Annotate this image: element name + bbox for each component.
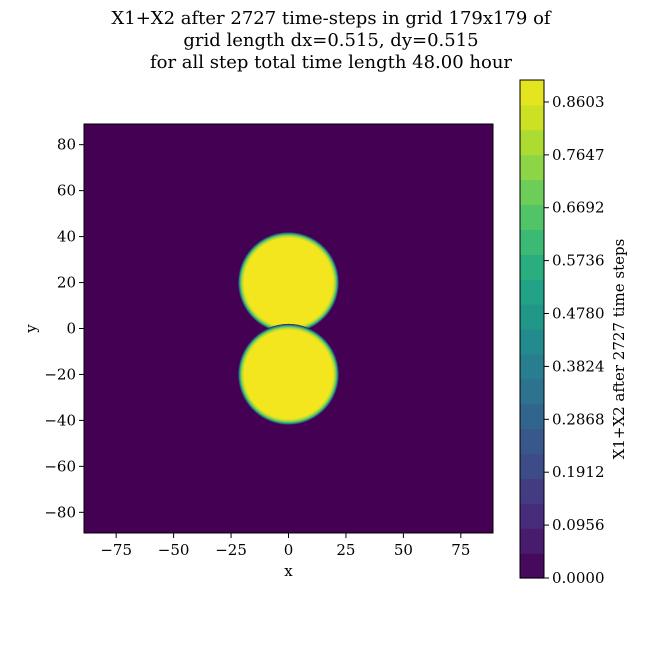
x-tick-label: 75 (451, 541, 470, 559)
colorbar-level (520, 154, 544, 181)
colorbar-tick-label: 0.0956 (552, 516, 605, 534)
y-tick-label: 0 (66, 320, 76, 338)
colorbar-tick-label: 0.1912 (552, 463, 605, 481)
concentration-blob-2 (237, 323, 340, 426)
y-tick-label: 40 (57, 228, 76, 246)
colorbar-level (520, 403, 544, 430)
colorbar-level (520, 553, 544, 579)
y-tick-label: 60 (57, 182, 76, 200)
colorbar-frame (519, 79, 545, 579)
colorbar-level (520, 229, 544, 255)
colorbar-tick-label: 0.8603 (552, 93, 605, 111)
x-axis-label: x (284, 562, 293, 580)
colorbar-level (520, 528, 544, 554)
y-tick-label: 80 (57, 136, 76, 154)
colorbar-tick-label: 0.3824 (552, 357, 605, 375)
y-tick-label: −20 (44, 365, 76, 383)
colorbar-level (520, 129, 544, 156)
chart-title: X1+X2 after 2727 time-steps in grid 179x… (0, 8, 662, 74)
colorbar-level (520, 104, 544, 131)
x-tick-label: −50 (158, 541, 190, 559)
colorbar-label: X1+X2 after 2727 time steps (610, 239, 628, 460)
y-tick-label: −40 (44, 411, 76, 429)
y-axis-label: y (22, 324, 40, 334)
y-tick-label: −80 (44, 503, 76, 521)
title-line-2: grid length dx=0.515, dy=0.515 (183, 30, 479, 51)
colorbar-level (520, 304, 544, 330)
colorbar-level (520, 254, 544, 280)
colorbar-level (520, 503, 544, 529)
colorbar-tick-label: 0.6692 (552, 199, 605, 217)
colorbar-tick-label: 0.7647 (552, 146, 605, 164)
concentration-blob-1 (237, 231, 340, 334)
title-line-1: X1+X2 after 2727 time-steps in grid 179x… (111, 8, 551, 29)
x-tick-label: 0 (284, 541, 294, 559)
x-tick-label: 25 (336, 541, 355, 559)
colorbar-level (520, 428, 544, 455)
colorbar-level (520, 478, 544, 504)
colorbar-level (520, 80, 544, 106)
colorbar-level (520, 179, 544, 206)
colorbar-level (520, 279, 544, 305)
colorbar-level (520, 453, 544, 479)
colorbar-tick-label: 0.4780 (552, 305, 605, 323)
colorbar-level (520, 329, 544, 355)
y-tick-label: 20 (57, 274, 76, 292)
colorbar-tick-label: 0.5736 (552, 252, 605, 270)
x-tick-label: 50 (394, 541, 413, 559)
colorbar-level (520, 378, 544, 405)
colorbar-tick-label: 0.0000 (552, 569, 605, 587)
title-line-3: for all step total time length 48.00 hou… (149, 52, 513, 73)
y-tick-label: −60 (44, 457, 76, 475)
x-tick-label: −25 (215, 541, 247, 559)
colorbar-level (520, 204, 544, 230)
colorbar-tick-label: 0.2868 (552, 410, 605, 428)
colorbar-level (520, 353, 544, 380)
x-tick-label: −75 (100, 541, 132, 559)
